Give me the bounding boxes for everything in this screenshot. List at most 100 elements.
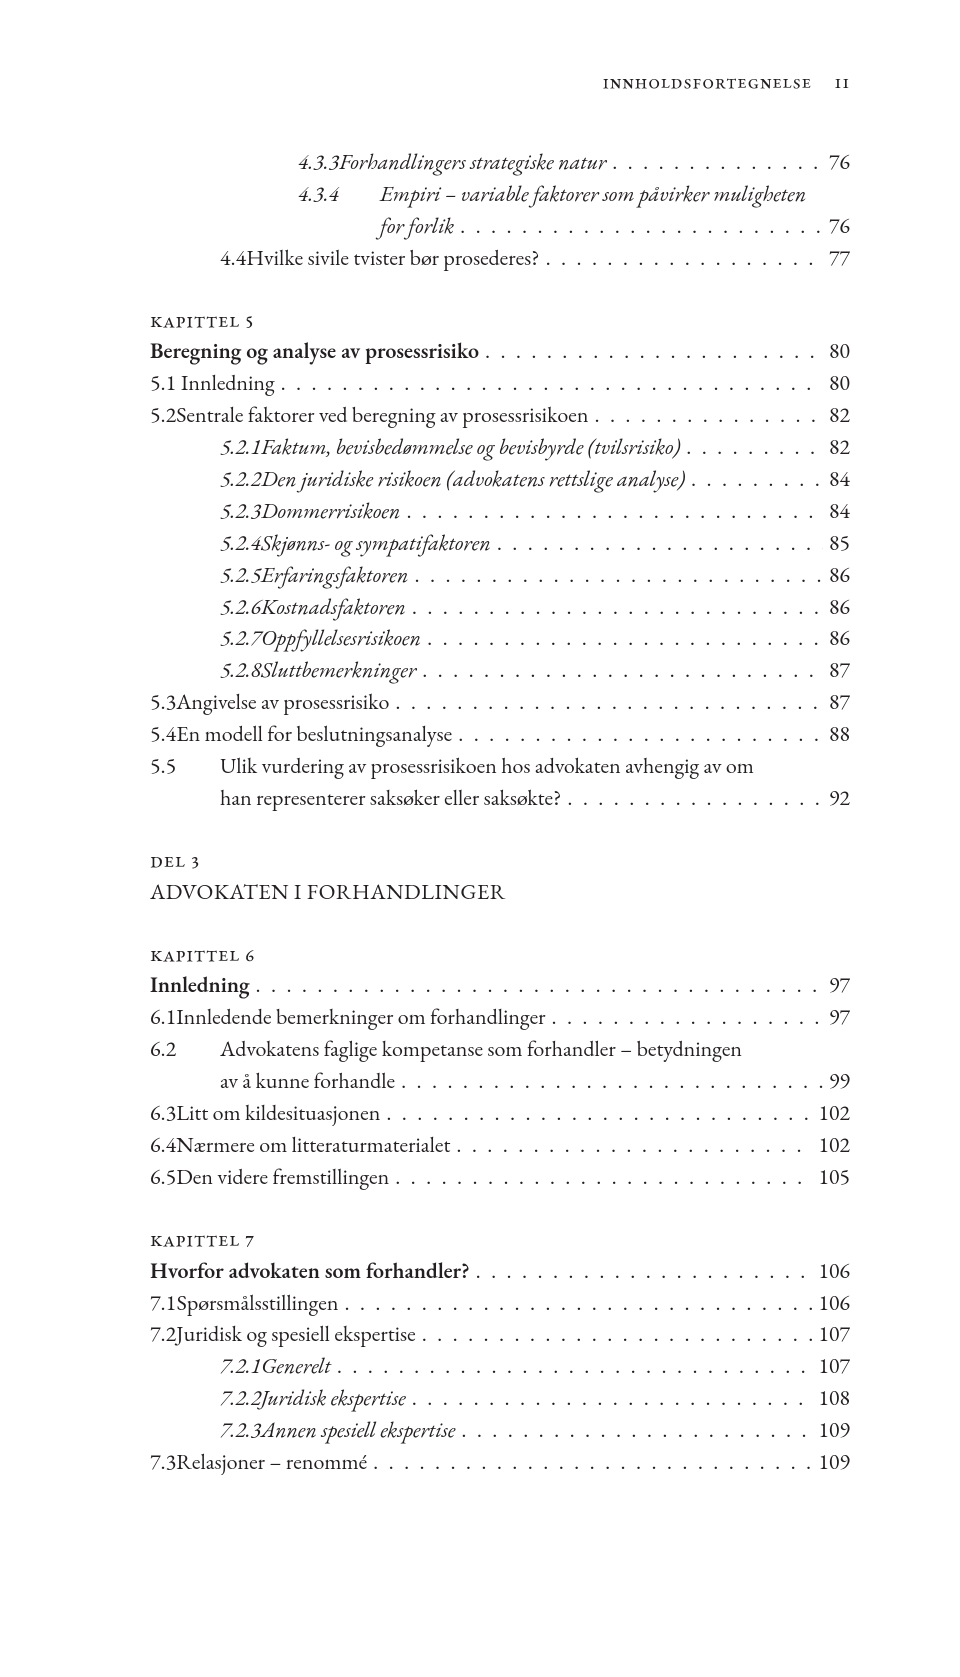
toc-page: 76 [829, 146, 850, 178]
running-head: innholdsfortegnelse 11 [150, 68, 850, 94]
dot-leader [412, 1382, 813, 1414]
toc-label: En modell for beslutningsanalyse [176, 718, 452, 750]
toc-entry-continuation: av å kunne forhandle 99 [220, 1065, 850, 1097]
toc-entry: 5.2.2 Den juridiske risikoen (advokatens… [220, 463, 850, 495]
dot-leader [461, 1414, 812, 1446]
toc-entry: 6.4 Nærmere om litteraturmaterialet 102 [150, 1129, 850, 1161]
toc-entry: 5.2 Sentrale faktorer ved beregning av p… [150, 399, 850, 431]
toc-entry: 5.1 Innledning 80 [150, 367, 850, 399]
toc-label: Juridisk ekspertise [261, 1382, 406, 1414]
toc-label: han representerer saksøker eller saksøkt… [220, 782, 561, 814]
toc-label: Sentrale faktorer ved beregning av prose… [176, 399, 588, 431]
part-label: del 3 [150, 844, 850, 876]
toc-page: 102 [818, 1097, 850, 1129]
toc-number: 5.2.7 [220, 622, 261, 654]
toc-label: Dommerrisikoen [261, 495, 400, 527]
chapter-title: Hvorfor advokaten som forhandler? [150, 1255, 470, 1287]
running-page-number: 11 [834, 68, 850, 94]
toc-number: 6.2 [150, 1033, 220, 1065]
dot-leader [460, 210, 823, 242]
toc-label: Relasjoner – renommé [176, 1446, 367, 1478]
chapter-title-row: Hvorfor advokaten som forhandler? 106 [150, 1255, 850, 1287]
toc-label: Advokatens faglige kompetanse som forhan… [220, 1033, 742, 1065]
toc-page: 85 [829, 527, 850, 559]
toc-page: 106 [818, 1287, 850, 1319]
toc-number: 5.2.2 [220, 463, 261, 495]
toc-number: 7.2.3 [220, 1414, 261, 1446]
chapter-label: kapittel 7 [150, 1223, 850, 1255]
toc-number: 4.3.4 [298, 178, 380, 210]
dot-leader [337, 1350, 812, 1382]
toc-number: 4.3.3 [298, 146, 339, 178]
toc-page: 107 [818, 1318, 850, 1350]
toc-label: Skjønns- og sympatifaktoren [261, 527, 491, 559]
toc-page: 92 [829, 782, 850, 814]
toc-label: Spørsmålsstillingen [177, 1287, 339, 1319]
toc-page: 88 [829, 718, 850, 750]
dot-leader [567, 782, 823, 814]
toc-entry: 4.4 Hvilke sivile tvister bør prosederes… [220, 242, 850, 274]
toc-page: 107 [818, 1350, 850, 1382]
part-title: ADVOKATEN I FORHANDLINGER [150, 876, 850, 908]
toc-page: 87 [829, 686, 850, 718]
toc-page: 97 [828, 969, 850, 1001]
toc-label: Generelt [261, 1350, 331, 1382]
dot-leader [485, 335, 823, 367]
chapter-label: kapittel 6 [150, 938, 850, 970]
toc-page: 86 [829, 622, 850, 654]
toc-label: Angivelse av prosessrisiko [176, 686, 389, 718]
toc-number: 7.2 [150, 1318, 176, 1350]
toc-label: Oppfyllelsesrisikoen [261, 622, 421, 654]
dot-leader [594, 399, 822, 431]
toc-page: 86 [829, 591, 850, 623]
toc-page: 76 [829, 210, 850, 242]
toc-entry-continuation: han representerer saksøker eller saksøkt… [220, 782, 850, 814]
table-of-contents: 4.3.3 Forhandlingers strategiske natur 7… [150, 146, 850, 1478]
toc-number: 5.1 [150, 367, 181, 399]
toc-entry: 5.3 Angivelse av prosessrisiko 87 [150, 686, 850, 718]
toc-label: Litt om kildesituasjonen [176, 1097, 380, 1129]
toc-page: 109 [818, 1446, 850, 1478]
toc-number: 6.3 [150, 1097, 176, 1129]
dot-leader [344, 1287, 812, 1319]
toc-label: Forhandlingers strategiske natur [339, 146, 606, 178]
toc-label: Faktum, bevisbedømmelse og bevisbyrde (t… [261, 431, 680, 463]
toc-number: 4.4 [220, 242, 246, 274]
toc-entry: 5.2.4 Skjønns- og sympatifaktoren 85 [220, 527, 850, 559]
toc-number: 5.2.6 [220, 591, 261, 623]
toc-number: 5.2.1 [220, 431, 261, 463]
page: innholdsfortegnelse 11 4.3.3 Forhandling… [0, 0, 960, 1677]
toc-label: Empiri – variable faktorer som påvirker … [380, 178, 806, 210]
toc-entry: 7.1 Spørsmålsstillingen 106 [150, 1287, 850, 1319]
dot-leader [422, 654, 823, 686]
dot-leader [281, 367, 823, 399]
dot-leader [415, 559, 823, 591]
toc-number: 5.2.8 [220, 654, 261, 686]
toc-entry: 5.2.1 Faktum, bevisbedømmelse og bevisby… [220, 431, 850, 463]
toc-number: 7.2.1 [220, 1350, 261, 1382]
dot-leader [401, 1065, 823, 1097]
dot-leader [373, 1446, 812, 1478]
chapter-title-row: Innledning 97 [150, 969, 850, 1001]
toc-page: 99 [829, 1065, 850, 1097]
toc-page: 82 [829, 399, 850, 431]
chapter-label: kapittel 5 [150, 304, 850, 336]
toc-page: 84 [829, 495, 850, 527]
toc-page: 80 [829, 335, 850, 367]
chapter-title: Beregning og analyse av prosessrisiko [150, 335, 479, 367]
toc-label: Juridisk og spesiell ekspertise [176, 1318, 416, 1350]
dot-leader [612, 146, 823, 178]
dot-leader [422, 1318, 813, 1350]
toc-label: Den videre fremstillingen [176, 1161, 389, 1193]
dot-leader [686, 431, 823, 463]
toc-number: 7.3 [150, 1446, 176, 1478]
toc-number: 5.2 [150, 399, 176, 431]
toc-label: for forlik [380, 210, 454, 242]
toc-label: Innledning [181, 367, 275, 399]
toc-label: Innledende bemerkninger om forhandlinger [176, 1001, 545, 1033]
toc-page: 86 [829, 559, 850, 591]
toc-label: Erfaringsfaktoren [261, 559, 408, 591]
toc-number: 5.2.3 [220, 495, 261, 527]
toc-number: 6.1 [150, 1001, 176, 1033]
toc-number: 5.4 [150, 718, 176, 750]
